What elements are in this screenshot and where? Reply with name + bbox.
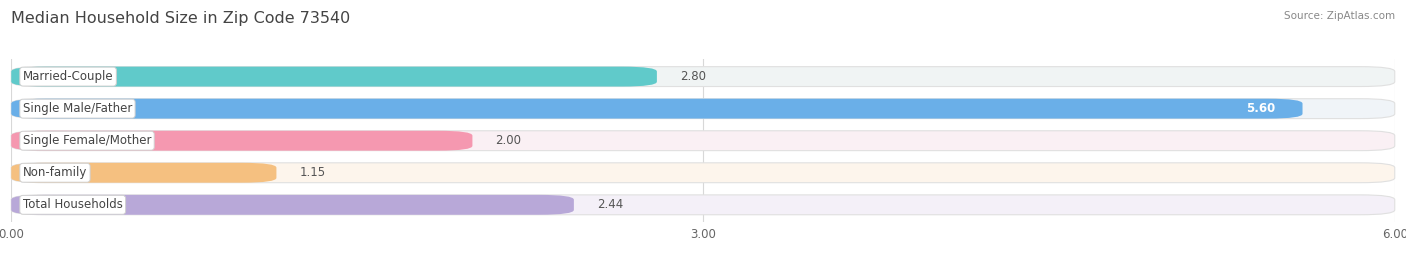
Text: 5.60: 5.60	[1246, 102, 1275, 115]
Text: 2.80: 2.80	[681, 70, 706, 83]
Text: 2.00: 2.00	[495, 134, 522, 147]
Text: Source: ZipAtlas.com: Source: ZipAtlas.com	[1284, 11, 1395, 21]
Text: Non-family: Non-family	[22, 166, 87, 179]
FancyBboxPatch shape	[11, 131, 472, 151]
FancyBboxPatch shape	[11, 67, 657, 87]
Text: Single Male/Father: Single Male/Father	[22, 102, 132, 115]
Text: Median Household Size in Zip Code 73540: Median Household Size in Zip Code 73540	[11, 11, 350, 26]
FancyBboxPatch shape	[11, 67, 1395, 87]
Text: 1.15: 1.15	[299, 166, 326, 179]
FancyBboxPatch shape	[11, 195, 574, 215]
FancyBboxPatch shape	[11, 99, 1395, 118]
FancyBboxPatch shape	[11, 195, 1395, 215]
FancyBboxPatch shape	[11, 99, 1302, 118]
FancyBboxPatch shape	[11, 163, 277, 183]
FancyBboxPatch shape	[11, 163, 1395, 183]
Text: Single Female/Mother: Single Female/Mother	[22, 134, 152, 147]
Text: 2.44: 2.44	[598, 198, 623, 211]
Text: Married-Couple: Married-Couple	[22, 70, 114, 83]
Text: Total Households: Total Households	[22, 198, 122, 211]
FancyBboxPatch shape	[11, 131, 1395, 151]
